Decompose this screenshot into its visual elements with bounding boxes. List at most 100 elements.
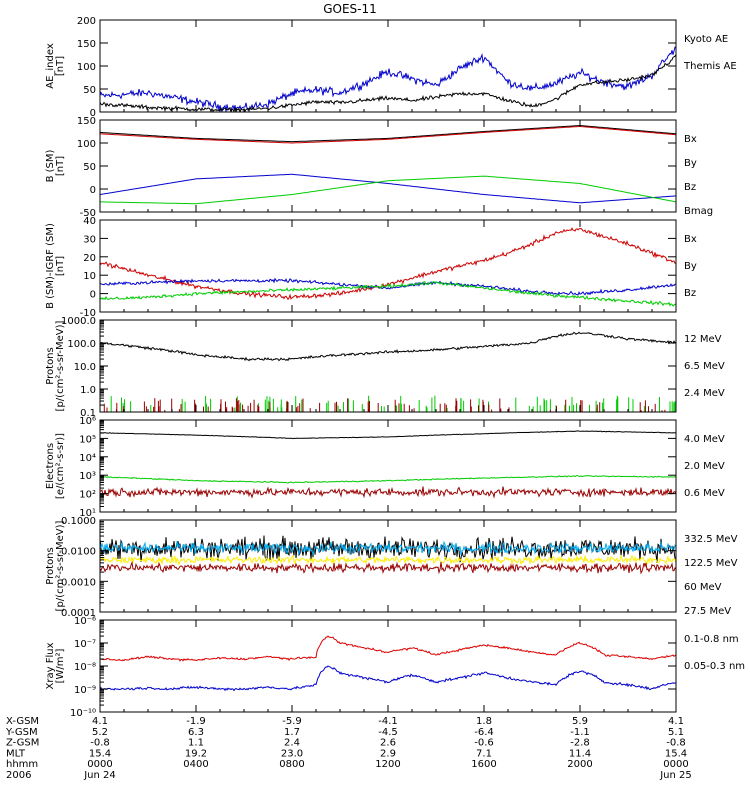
x-tick-value: -1.9 <box>186 716 206 727</box>
y-tick-label: 10³ <box>79 471 96 482</box>
y-tick-label: 10⁻⁷ <box>74 639 96 650</box>
x-tick-value: 19.2 <box>185 748 207 759</box>
x-tick-value: -0.8 <box>90 738 110 749</box>
series-kyoto-ae <box>100 46 676 112</box>
x-tick-value: 1.1 <box>188 738 204 749</box>
series-group <box>100 46 676 112</box>
x-row-label: 2006 <box>6 770 31 781</box>
legend-entry: 6.5 MeV <box>684 361 725 372</box>
y-tick-label: 10² <box>79 490 96 501</box>
y-tick-label: 1.0 <box>80 385 96 396</box>
series-4-0-mev <box>100 486 676 499</box>
panel-2: -50 0 50 100 150 B (SM)[nT] Bx By Bz Bmag <box>45 116 713 219</box>
legend-entry: 0.05-0.3 nm <box>684 661 745 672</box>
legend-entry: 0.6 MeV <box>684 488 725 499</box>
legend-entry: Themis AE <box>683 61 737 72</box>
series-group <box>100 430 676 499</box>
series-0-6-mev <box>100 430 676 440</box>
y-tick-label: 10⁴ <box>79 453 96 464</box>
series-bz <box>100 125 676 144</box>
panel-4: 0.1 1.0 10.0 100.0 1000.0Protons[p/(cm²-s-sr… <box>45 316 725 419</box>
x-row-label: X-GSM <box>6 716 39 727</box>
legend-entry: 2.0 MeV <box>684 461 725 472</box>
x-tick-value: -2.8 <box>570 738 590 749</box>
x-tick-value: 5.1 <box>668 727 684 738</box>
x-tick-value: 0000 <box>663 759 688 770</box>
y-tick-label: 20 <box>83 253 96 264</box>
panel-frame <box>99 519 677 613</box>
series-by <box>100 175 676 205</box>
panel-3: -10 0 10 20 30 40 B (SM)-IGRF (SM)[nT] Bx By Bz <box>45 216 697 319</box>
x-tick-value: 5.9 <box>572 716 588 727</box>
x-row-label: hhmm <box>6 759 38 770</box>
y-tick-label: 50 <box>83 162 96 173</box>
x-tick-value: -5.9 <box>282 716 302 727</box>
y-tick-label: 10⁵ <box>79 434 96 445</box>
y-tick-label: 0 <box>90 185 96 196</box>
y-axis-label: Electrons[e/(cm²-s-sr)] <box>45 433 66 499</box>
x-tick-value: -6.4 <box>474 727 494 738</box>
panel-5: 10¹ 10² 10³ 10⁴ 10⁵ 10⁶ Electrons[e/(cm²-s-sr)… <box>45 416 725 519</box>
y-axis-label: B (SM)[nT] <box>45 149 66 182</box>
y-tick-label: 10⁻⁹ <box>74 685 96 696</box>
x-tick-value: 1200 <box>375 759 400 770</box>
y-tick-label: 150 <box>77 116 96 127</box>
x-tick-value: -0.8 <box>666 738 686 749</box>
legend-entry: 0.1-0.8 nm <box>684 634 739 645</box>
x-tick-value: 2000 <box>567 759 592 770</box>
y-tick-label: 0 <box>90 290 96 301</box>
x-row-label: MLT <box>6 748 26 759</box>
y-axis-label: Protons[p/(cm²-s-sr-MeV)] <box>45 520 66 611</box>
series-332-5-mev <box>100 560 676 575</box>
x-tick-value: -4.5 <box>378 727 398 738</box>
x-tick-value: 0000 <box>87 759 112 770</box>
x-tick-value: 2.9 <box>380 748 396 759</box>
x-tick-value: 5.2 <box>92 727 108 738</box>
series-bz <box>100 227 676 301</box>
x-tick-value: 0400 <box>183 759 208 770</box>
legend-entry: By <box>684 158 697 169</box>
y-tick-label: 0.0001 <box>61 608 96 619</box>
x-tick-value: 7.1 <box>476 748 492 759</box>
y-tick-label: 100 <box>77 139 96 150</box>
legend-entry: Kyoto AE <box>684 34 728 45</box>
legend-entry: Bz <box>684 182 696 193</box>
legend-entry: By <box>684 261 697 272</box>
series-12-mev <box>103 398 666 412</box>
y-tick-label: 0.0100 <box>61 547 96 558</box>
y-tick-label: 150 <box>77 39 96 50</box>
y-tick-label: 10.0 <box>74 362 96 373</box>
legend-entry: 2.4 MeV <box>684 388 725 399</box>
panel-1: 0 50 100 150 200 AE_index[nT] Kyoto AE Themis A… <box>45 16 737 119</box>
x-tick-value: Jun 25 <box>659 770 692 781</box>
series-bx <box>100 173 676 204</box>
series-group <box>100 535 676 575</box>
x-axis-table: X-GSMY-GSMZ-GSMMLThhmm20064.15.2-0.815.4… <box>5 716 692 781</box>
x-tick-value: 4.1 <box>92 716 108 727</box>
x-tick-value: 11.4 <box>569 748 591 759</box>
series-group <box>100 124 676 205</box>
series-by <box>100 281 676 307</box>
y-tick-label: 10⁻¹⁰ <box>70 708 96 719</box>
y-tick-label: 40 <box>83 216 96 227</box>
y-tick-label: 10⁻⁶ <box>74 616 96 627</box>
legend-entry: Bz <box>684 288 696 299</box>
x-tick-value: 0800 <box>279 759 304 770</box>
series-60-mev <box>100 540 676 556</box>
y-tick-label: 1000.0 <box>61 316 96 327</box>
y-tick-label: 200 <box>77 16 96 27</box>
panel-frame <box>99 119 677 213</box>
legend-entry: Bx <box>684 234 697 245</box>
y-tick-label: 0 <box>90 108 96 119</box>
y-axis-label: B (SM)-IGRF (SM)[nT] <box>45 223 66 309</box>
panel-frame <box>99 419 677 513</box>
y-axis-label: AE_index[nT] <box>45 43 66 89</box>
x-tick-value: 15.4 <box>89 748 111 759</box>
x-tick-value: -0.6 <box>474 738 494 749</box>
x-tick-value: 1600 <box>471 759 496 770</box>
legend-entry: 27.5 MeV <box>684 606 731 617</box>
y-tick-label: 10 <box>83 271 96 282</box>
y-tick-label: -10 <box>80 308 96 319</box>
y-tick-label: 100.0 <box>67 339 96 350</box>
x-tick-value: 15.4 <box>665 748 687 759</box>
